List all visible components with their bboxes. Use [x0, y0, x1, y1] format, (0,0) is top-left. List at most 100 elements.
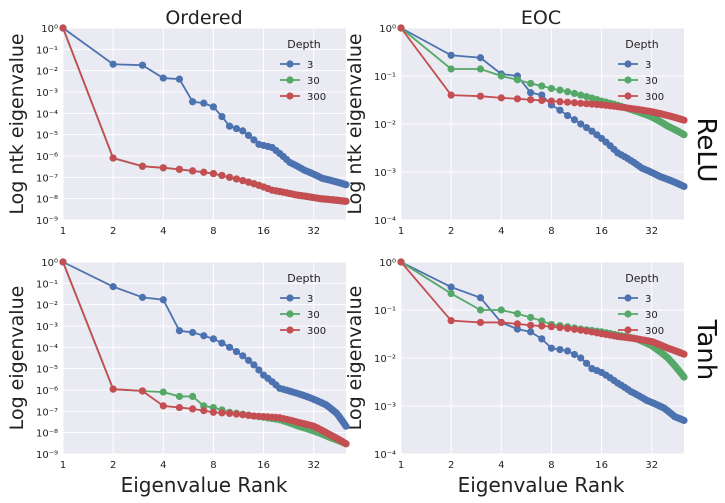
y-tick-label: 10⁰ [379, 258, 396, 269]
data-point-depth-3 [200, 332, 208, 340]
y-tick-label: 10⁻⁴ [36, 109, 58, 120]
data-point-depth-30 [538, 82, 546, 90]
data-point-depth-300 [397, 24, 405, 32]
data-point-depth-300 [209, 408, 218, 416]
legend-marker [624, 60, 632, 68]
legend-marker [286, 294, 294, 302]
data-point-depth-30 [447, 65, 455, 73]
data-point-depth-300 [497, 318, 505, 327]
data-point-depth-300 [218, 171, 226, 180]
row-label-tanh: Tanh [691, 319, 721, 380]
title-ordered: Ordered [165, 7, 242, 29]
data-point-depth-3 [547, 344, 556, 352]
data-point-depth-3 [244, 131, 253, 139]
x-tick-label: 32 [645, 460, 658, 471]
data-point-depth-300 [563, 98, 572, 106]
data-point-depth-30 [680, 373, 688, 381]
panel-eoc-tanh: 1 2 4 8 16 32 10⁻⁴ 10⁻³ 10⁻² 10⁻¹ 10⁰ Depth 3 30 300 [374, 258, 688, 471]
legend-label: 300 [307, 326, 326, 337]
legend-marker [624, 76, 632, 84]
data-point-depth-3 [513, 325, 522, 333]
data-point-depth-300 [397, 258, 405, 266]
data-point-depth-3 [527, 89, 535, 97]
data-point-depth-300 [138, 162, 147, 170]
y-tick-label: 10⁻² [374, 354, 396, 365]
data-point-depth-3 [563, 111, 572, 120]
data-point-depth-3 [232, 124, 241, 133]
y-tick-label: 10⁰ [41, 24, 58, 35]
data-point-depth-3 [138, 293, 147, 301]
y-tick-label: 10⁻⁶ [36, 386, 58, 397]
data-point-depth-3 [680, 182, 688, 191]
x-tick-label: 4 [160, 226, 166, 237]
legend-marker [624, 92, 632, 100]
data-point-depth-300 [225, 409, 234, 417]
legend-marker [286, 60, 294, 68]
data-point-depth-300 [476, 92, 485, 100]
data-point-depth-300 [209, 169, 218, 178]
data-point-depth-3 [250, 361, 258, 369]
legend-label: 3 [645, 60, 651, 71]
data-point-depth-30 [527, 79, 535, 88]
y-tick-label: 10⁰ [379, 24, 396, 35]
data-point-depth-3 [556, 106, 564, 114]
data-point-depth-300 [200, 407, 208, 415]
data-point-depth-300 [109, 154, 117, 162]
data-point-depth-30 [547, 84, 556, 93]
data-point-depth-30 [447, 289, 455, 298]
legend-title: Depth [287, 38, 321, 51]
data-point-depth-3 [570, 116, 579, 124]
data-point-depth-300 [189, 167, 197, 175]
ylabel-bottom-left: Log eigenvalue [6, 286, 28, 431]
data-point-depth-300 [232, 175, 241, 183]
data-point-depth-3 [476, 294, 485, 302]
data-point-depth-3 [447, 283, 455, 291]
legend-label: 30 [645, 76, 658, 87]
data-point-depth-3 [447, 51, 455, 59]
data-point-depth-300 [109, 385, 117, 393]
y-tick-label: 10⁻² [374, 120, 396, 131]
y-tick-label: 10⁻⁶ [36, 152, 58, 163]
panel-eoc-relu: 1 2 4 8 16 32 10⁻⁴ 10⁻³ 10⁻² 10⁻¹ 10⁰ Depth 3 30 300 [374, 24, 688, 237]
legend-label: 3 [307, 60, 313, 71]
data-point-depth-300 [175, 165, 184, 173]
data-point-depth-3 [175, 75, 184, 83]
data-point-depth-3 [556, 345, 564, 354]
y-tick-label: 10⁻³ [374, 402, 396, 413]
data-point-depth-300 [577, 326, 585, 334]
data-point-depth-300 [200, 168, 208, 176]
y-tick-label: 10⁻⁸ [36, 195, 58, 206]
data-point-depth-30 [513, 310, 522, 318]
ylabel-top-left: Log ntk eigenvalue [6, 33, 28, 214]
legend-marker [624, 310, 632, 318]
x-tick-label: 2 [110, 226, 116, 237]
data-point-depth-30 [175, 392, 184, 401]
data-point-depth-300 [538, 96, 546, 105]
x-tick-label: 1 [60, 460, 66, 471]
legend-label: 300 [307, 92, 326, 103]
data-point-depth-300 [239, 411, 247, 419]
data-point-depth-300 [582, 100, 591, 108]
legend-marker [286, 92, 294, 100]
data-point-depth-30 [577, 91, 585, 99]
data-point-depth-3 [239, 352, 247, 360]
y-tick-label: 10⁻¹ [374, 72, 396, 83]
y-tick-label: 10⁻⁵ [36, 365, 58, 376]
data-point-depth-3 [538, 91, 546, 99]
x-tick-label: 16 [257, 460, 270, 471]
x-tick-label: 2 [448, 460, 454, 471]
data-point-depth-300 [476, 318, 485, 327]
legend-label: 30 [307, 76, 320, 87]
data-point-depth-300 [582, 327, 591, 335]
data-point-depth-30 [189, 392, 197, 401]
data-point-depth-3 [570, 350, 579, 359]
y-tick-label: 10⁻⁸ [36, 429, 58, 440]
data-point-depth-300 [175, 403, 184, 412]
ylabel-bottom-right: Log eigenvalue [344, 286, 366, 431]
data-point-depth-30 [497, 306, 505, 314]
x-tick-label: 16 [595, 460, 608, 471]
data-point-depth-30 [538, 317, 546, 325]
data-point-depth-30 [513, 76, 522, 84]
data-point-depth-300 [59, 24, 67, 32]
data-point-depth-3 [225, 122, 234, 130]
